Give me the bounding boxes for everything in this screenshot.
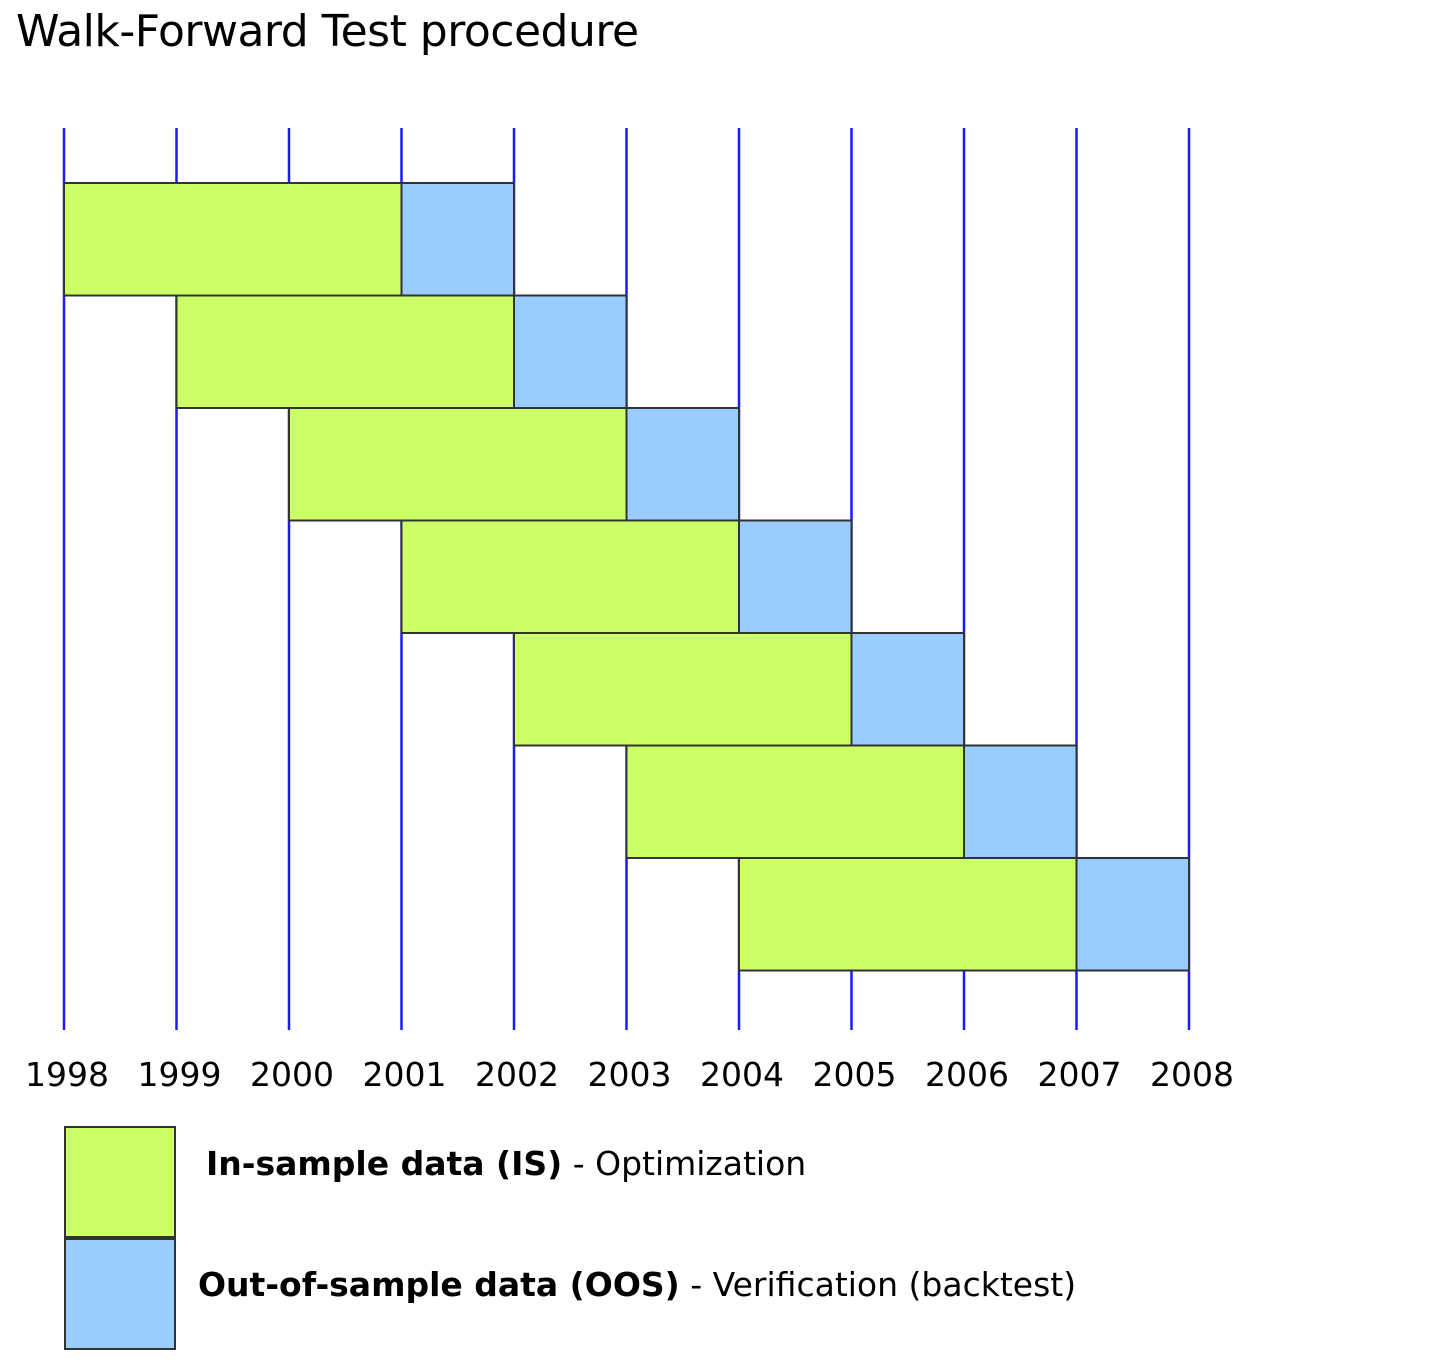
legend-in-sample-label: In-sample data (IS) - Optimization — [206, 1144, 806, 1183]
out-of-sample-block-4 — [738, 519, 853, 634]
out-of-sample-block-3 — [625, 407, 740, 522]
diagram-title: Walk-Forward Test procedure — [16, 6, 639, 57]
out-of-sample-block-7 — [1075, 857, 1190, 972]
in-sample-block-7 — [738, 857, 1078, 972]
year-label-2007: 2007 — [1038, 1055, 1122, 1094]
year-label-2005: 2005 — [813, 1055, 897, 1094]
year-label-2008: 2008 — [1150, 1055, 1234, 1094]
in-sample-block-5 — [513, 632, 853, 747]
out-of-sample-block-2 — [513, 294, 628, 409]
out-of-sample-block-1 — [400, 182, 515, 297]
in-sample-block-4 — [400, 519, 740, 634]
year-label-2004: 2004 — [700, 1055, 784, 1094]
year-label-1999: 1999 — [138, 1055, 222, 1094]
year-label-1998: 1998 — [25, 1055, 109, 1094]
legend-out-of-sample-term: Out-of-sample data (OOS) — [198, 1265, 680, 1304]
year-axis-labels: 1998 1999 2000 2001 2002 2003 2004 2005 2006 2007… — [25, 1055, 1234, 1094]
walk-forward-diagram: 1998 1999 2000 2001 2002 2003 2004 2005 2006 2007… — [25, 128, 1234, 1094]
in-sample-block-6 — [625, 744, 965, 859]
legend-in-sample-description: - Optimization — [562, 1144, 807, 1183]
legend-in-sample-swatch — [64, 1126, 176, 1238]
legend-out-of-sample-label: Out-of-sample data (OOS) - Verification … — [198, 1265, 1076, 1304]
year-label-2001: 2001 — [363, 1055, 447, 1094]
in-sample-block-2 — [175, 294, 515, 409]
legend-out-of-sample-swatch — [64, 1238, 176, 1350]
walk-forward-windows — [63, 182, 1190, 972]
in-sample-block-1 — [63, 182, 403, 297]
year-label-2006: 2006 — [925, 1055, 1009, 1094]
year-label-2003: 2003 — [588, 1055, 672, 1094]
out-of-sample-block-5 — [850, 632, 965, 747]
year-label-2000: 2000 — [250, 1055, 334, 1094]
legend-in-sample-term: In-sample data (IS) — [206, 1144, 563, 1183]
out-of-sample-block-6 — [963, 744, 1078, 859]
in-sample-block-3 — [288, 407, 628, 522]
year-label-2002: 2002 — [475, 1055, 559, 1094]
legend-out-of-sample-description: - Verification (backtest) — [679, 1265, 1077, 1304]
